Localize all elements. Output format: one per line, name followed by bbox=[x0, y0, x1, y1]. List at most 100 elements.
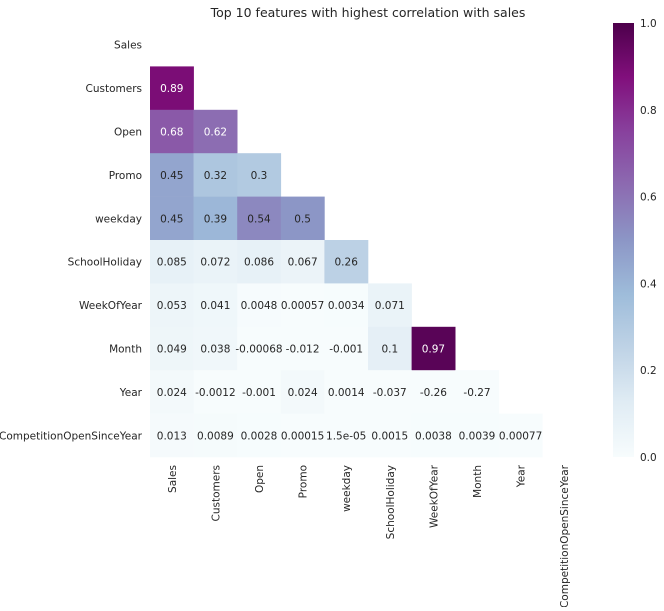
heatmap-cell bbox=[150, 196, 194, 241]
column-label: Year bbox=[516, 464, 528, 488]
heatmap-cell bbox=[193, 326, 238, 371]
cell-value-label: -0.012 bbox=[286, 344, 320, 356]
heatmap-cell bbox=[237, 413, 282, 458]
heatmap-cell bbox=[498, 413, 543, 458]
heatmap-cell bbox=[193, 370, 238, 414]
heatmap-cell bbox=[411, 413, 456, 458]
heatmap-cell bbox=[280, 326, 325, 371]
colorbar-tick-label: 1.0 bbox=[640, 18, 657, 30]
cell-value-label: 0.00057 bbox=[281, 300, 324, 312]
cell-value-label: 0.053 bbox=[157, 300, 187, 312]
heatmap-cell bbox=[411, 326, 456, 371]
cell-value-label: 0.0028 bbox=[241, 430, 278, 442]
cell-value-label: 0.0048 bbox=[241, 300, 278, 312]
cell-value-label: 0.62 bbox=[204, 127, 227, 139]
heatmap-cell bbox=[150, 413, 194, 458]
heatmap-cell bbox=[150, 283, 194, 328]
row-label: weekday bbox=[95, 213, 142, 225]
cell-value-label: -0.037 bbox=[373, 387, 407, 399]
heatmap-cell bbox=[150, 109, 194, 154]
cell-value-label: -0.001 bbox=[329, 344, 363, 356]
cell-value-label: 0.071 bbox=[375, 300, 405, 312]
cell-value-label: 0.26 bbox=[335, 257, 359, 269]
cell-value-label: 0.085 bbox=[157, 257, 187, 269]
colorbar-tick-label: 0.0 bbox=[640, 452, 657, 464]
heatmap-cell bbox=[237, 240, 282, 284]
cell-value-label: 0.5 bbox=[294, 213, 311, 225]
row-label: Promo bbox=[109, 170, 142, 182]
cell-value-label: 0.067 bbox=[288, 257, 318, 269]
heatmap-cell-labels: 0.89 0.68 0.62 0.45 0.32 0.3 0.45 0.39 0.54 0.5 0.… bbox=[157, 83, 543, 442]
heatmap-cell bbox=[150, 66, 194, 111]
cell-value-label: -0.0012 bbox=[195, 387, 236, 399]
heatmap-cell bbox=[150, 370, 194, 414]
cell-value-label: 0.97 bbox=[422, 344, 445, 356]
heatmap-cells bbox=[150, 66, 543, 458]
cell-value-label: 0.32 bbox=[204, 170, 227, 182]
row-tick-labels: Sales Customers Open Promo weekday SchoolHoli… bbox=[0, 40, 143, 443]
heatmap-cell bbox=[324, 370, 369, 414]
cell-value-label: -0.00068 bbox=[235, 344, 282, 356]
heatmap-cell bbox=[237, 326, 282, 371]
cell-value-label: 0.013 bbox=[157, 430, 187, 442]
chart-title: Top 10 features with highest correlation… bbox=[210, 5, 526, 20]
cell-value-label: 0.3 bbox=[251, 170, 268, 182]
colorbar bbox=[613, 23, 634, 457]
heatmap-cell bbox=[368, 370, 412, 414]
column-label: Customers bbox=[210, 465, 222, 521]
cell-value-label: 0.0015 bbox=[371, 430, 408, 442]
heatmap-cell bbox=[280, 370, 325, 414]
heatmap-cell bbox=[237, 153, 282, 197]
cell-value-label: -0.27 bbox=[463, 387, 490, 399]
cell-value-label: 0.072 bbox=[200, 257, 230, 269]
column-label: Open bbox=[254, 465, 266, 493]
cell-value-label: 0.024 bbox=[157, 387, 187, 399]
heatmap-cell bbox=[193, 283, 238, 328]
cell-value-label: 0.89 bbox=[160, 83, 183, 95]
heatmap-cell bbox=[324, 326, 369, 371]
colorbar-tick-label: 0.2 bbox=[640, 365, 657, 377]
heatmap-cell bbox=[411, 370, 456, 414]
cell-value-label: 0.0089 bbox=[197, 430, 234, 442]
cell-value-label: 0.0038 bbox=[415, 430, 452, 442]
row-label: Year bbox=[119, 387, 143, 399]
row-label: Month bbox=[109, 344, 142, 356]
cell-value-label: 0.00015 bbox=[281, 430, 324, 442]
heatmap-cell bbox=[368, 326, 412, 371]
cell-value-label: 0.0039 bbox=[459, 430, 496, 442]
heatmap-cell bbox=[150, 153, 194, 197]
column-label: Promo bbox=[298, 465, 310, 498]
colorbar-tick-label: 0.6 bbox=[640, 192, 657, 204]
cell-value-label: 0.39 bbox=[204, 213, 227, 225]
cell-value-label: 0.024 bbox=[288, 387, 318, 399]
cell-value-label: 0.1 bbox=[381, 344, 398, 356]
heatmap-cell bbox=[280, 196, 325, 241]
cell-value-label: 0.038 bbox=[200, 344, 230, 356]
colorbar-tick-label: 0.8 bbox=[640, 105, 657, 117]
column-label: SchoolHoliday bbox=[385, 465, 397, 539]
heatmap-cell bbox=[193, 109, 238, 154]
row-label: SchoolHoliday bbox=[68, 257, 142, 269]
column-label: Month bbox=[472, 465, 484, 498]
colorbar-tick-labels: 0.0 0.2 0.4 0.6 0.8 1.0 bbox=[640, 18, 657, 464]
row-label: Sales bbox=[114, 40, 142, 52]
heatmap-cell bbox=[193, 196, 238, 241]
colorbar-tick-label: 0.4 bbox=[640, 278, 657, 290]
heatmap-cell bbox=[280, 240, 325, 284]
heatmap-cell bbox=[237, 196, 282, 241]
column-label: weekday bbox=[341, 465, 353, 512]
row-label: CompetitionOpenSinceYear bbox=[0, 430, 143, 442]
heatmap-cell bbox=[150, 326, 194, 371]
cell-value-label: 0.041 bbox=[200, 300, 230, 312]
cell-value-label: 0.0034 bbox=[328, 300, 365, 312]
heatmap-cell bbox=[324, 413, 369, 458]
heatmap-cell bbox=[193, 153, 238, 197]
cell-value-label: 0.45 bbox=[160, 170, 183, 182]
column-label: CompetitionOpenSinceYear bbox=[559, 464, 571, 607]
heatmap-cell bbox=[368, 413, 412, 458]
cell-value-label: 0.00077 bbox=[499, 430, 542, 442]
column-label: Sales bbox=[167, 465, 179, 493]
cell-value-label: -0.001 bbox=[242, 387, 276, 399]
